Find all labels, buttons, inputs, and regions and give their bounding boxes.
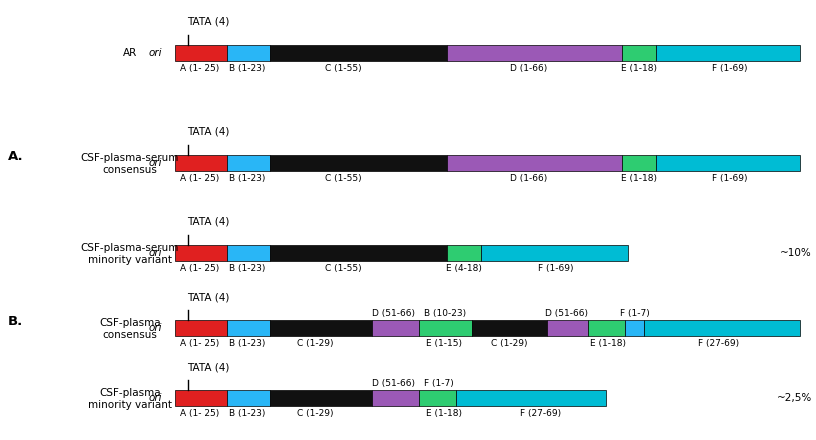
Text: TATA (4): TATA (4) xyxy=(187,292,229,302)
Bar xyxy=(270,245,447,261)
Bar xyxy=(472,320,547,336)
Text: E (1-18): E (1-18) xyxy=(621,64,658,73)
Text: A (1- 25): A (1- 25) xyxy=(180,174,220,183)
Text: F (1-7): F (1-7) xyxy=(424,379,454,388)
Bar xyxy=(622,45,656,61)
Text: ori: ori xyxy=(149,393,162,403)
Bar xyxy=(175,320,227,336)
Text: D (51-66): D (51-66) xyxy=(545,309,588,318)
Bar xyxy=(270,155,447,171)
Text: consensus: consensus xyxy=(103,165,157,175)
Bar xyxy=(547,320,588,336)
Text: C (1-55): C (1-55) xyxy=(326,264,362,273)
Bar xyxy=(622,155,656,171)
Bar xyxy=(227,390,270,406)
Text: D (1-66): D (1-66) xyxy=(509,64,547,73)
Text: A (1- 25): A (1- 25) xyxy=(180,264,220,273)
Text: F (27-69): F (27-69) xyxy=(698,339,739,348)
Bar xyxy=(656,45,800,61)
Text: ~10%: ~10% xyxy=(780,248,812,258)
Bar xyxy=(227,320,270,336)
Bar xyxy=(175,390,227,406)
Bar xyxy=(625,320,644,336)
Text: A (1- 25): A (1- 25) xyxy=(180,409,220,418)
Text: A.: A. xyxy=(8,150,24,163)
Text: F (1-7): F (1-7) xyxy=(619,309,650,318)
Text: ~2,5%: ~2,5% xyxy=(777,393,812,403)
Text: minority variant: minority variant xyxy=(88,255,172,265)
Text: consensus: consensus xyxy=(103,330,157,340)
Text: TATA (4): TATA (4) xyxy=(187,17,229,27)
Bar xyxy=(588,320,625,336)
Text: E (4-18): E (4-18) xyxy=(446,264,481,273)
Bar xyxy=(175,245,227,261)
Text: TATA (4): TATA (4) xyxy=(187,127,229,137)
Text: E (1-15): E (1-15) xyxy=(426,339,462,348)
Text: TATA (4): TATA (4) xyxy=(187,217,229,227)
Bar xyxy=(227,245,270,261)
Text: D (51-66): D (51-66) xyxy=(372,309,415,318)
Text: F (1-69): F (1-69) xyxy=(539,264,574,273)
Text: E (1-18): E (1-18) xyxy=(426,409,462,418)
Bar xyxy=(644,320,800,336)
Text: ori: ori xyxy=(149,323,162,333)
Bar xyxy=(175,45,227,61)
Bar xyxy=(456,390,606,406)
Text: C (1-55): C (1-55) xyxy=(326,64,362,73)
Bar xyxy=(447,155,622,171)
Text: B (1-23): B (1-23) xyxy=(228,64,265,73)
Text: CSF-plasma: CSF-plasma xyxy=(100,318,161,328)
Text: C (1-55): C (1-55) xyxy=(326,174,362,183)
Text: B.: B. xyxy=(8,315,23,328)
Text: C (1-29): C (1-29) xyxy=(297,339,334,348)
Text: B (1-23): B (1-23) xyxy=(228,339,265,348)
Bar xyxy=(656,155,800,171)
Bar xyxy=(419,390,456,406)
Bar xyxy=(270,320,372,336)
Bar xyxy=(447,45,622,61)
Text: minority variant: minority variant xyxy=(88,400,172,410)
Text: C (1-29): C (1-29) xyxy=(491,339,528,348)
Text: D (1-66): D (1-66) xyxy=(509,174,547,183)
Text: CSF-plasma-serum: CSF-plasma-serum xyxy=(81,243,180,253)
Text: C (1-29): C (1-29) xyxy=(297,409,334,418)
Text: ori: ori xyxy=(149,248,162,258)
Bar xyxy=(419,320,472,336)
Bar xyxy=(270,45,447,61)
Text: E (1-18): E (1-18) xyxy=(590,339,626,348)
Text: CSF-plasma: CSF-plasma xyxy=(100,388,161,398)
Text: F (27-69): F (27-69) xyxy=(520,409,561,418)
Bar xyxy=(372,390,419,406)
Text: ori: ori xyxy=(149,158,162,168)
Bar xyxy=(227,45,270,61)
Text: E (1-18): E (1-18) xyxy=(621,174,658,183)
Text: B (1-23): B (1-23) xyxy=(228,174,265,183)
Text: A (1- 25): A (1- 25) xyxy=(180,339,220,348)
Text: D (51-66): D (51-66) xyxy=(372,379,415,388)
Text: B (1-23): B (1-23) xyxy=(228,409,265,418)
Text: F (1-69): F (1-69) xyxy=(712,64,747,73)
Text: AR: AR xyxy=(123,48,137,58)
Text: B (10-23): B (10-23) xyxy=(424,309,466,318)
Text: B (1-23): B (1-23) xyxy=(228,264,265,273)
Bar xyxy=(227,155,270,171)
Bar xyxy=(481,245,628,261)
Text: A (1- 25): A (1- 25) xyxy=(180,64,220,73)
Text: F (1-69): F (1-69) xyxy=(712,174,747,183)
Bar xyxy=(372,320,419,336)
Bar xyxy=(175,155,227,171)
Text: ori: ori xyxy=(149,48,162,58)
Text: TATA (4): TATA (4) xyxy=(187,362,229,372)
Bar xyxy=(447,245,481,261)
Text: CSF-plasma-serum: CSF-plasma-serum xyxy=(81,153,180,163)
Bar xyxy=(270,390,372,406)
